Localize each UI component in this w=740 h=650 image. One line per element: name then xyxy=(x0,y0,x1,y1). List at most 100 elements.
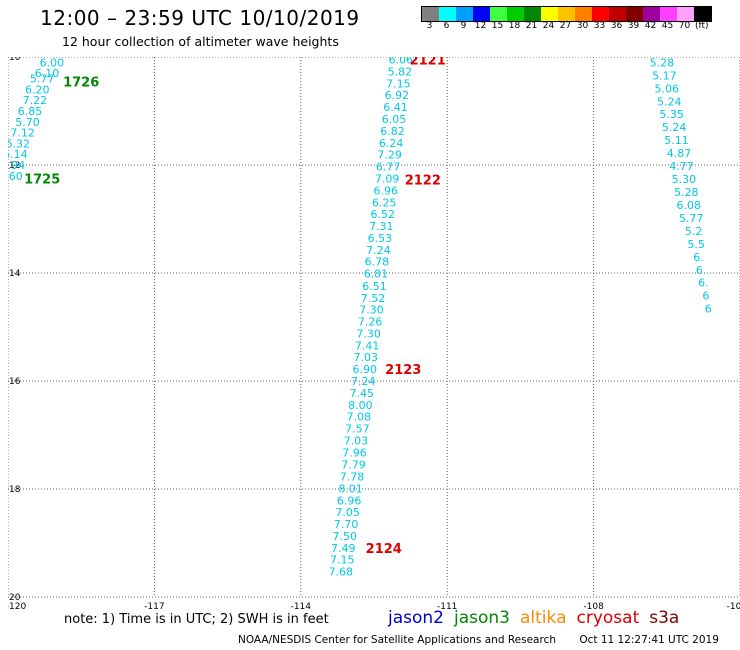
legend-label: 33 xyxy=(593,21,606,31)
wave-height-value: 5.24 xyxy=(657,95,682,108)
satellite-jason3: jason3 xyxy=(454,608,510,628)
wave-height-value: 7.12 xyxy=(10,127,34,140)
legend-swatch xyxy=(677,7,694,21)
legend-swatch xyxy=(439,7,456,21)
satellite-s3a: s3a xyxy=(649,608,680,628)
lat-tick-label: 16 xyxy=(9,377,21,387)
pass-time-label: 1726 xyxy=(63,75,99,90)
wave-height-value: 7.24 xyxy=(351,375,376,388)
wave-height-value: 7.57 xyxy=(345,423,370,436)
satellite-legend: jason2 jason3 altika cryosat s3a xyxy=(388,608,689,628)
legend-swatch xyxy=(541,7,558,21)
wave-height-value: 6.85 xyxy=(18,105,43,118)
pass-time-label: 2123 xyxy=(385,363,421,378)
pass-time-label: 2121 xyxy=(410,57,446,69)
pass-time-label: 2124 xyxy=(366,542,402,557)
legend-label: 12 xyxy=(474,21,487,31)
color-scale-labels: 3 6 9 12 15 18 21 24 27 30 33 36 39 42 45 70 (ft) xyxy=(421,21,709,31)
wave-height-value: 6 xyxy=(702,290,709,303)
legend-label: 18 xyxy=(508,21,521,31)
page-subtitle: 12 hour collection of altimeter wave hei… xyxy=(62,34,339,49)
wave-height-value: 5.17 xyxy=(652,69,677,82)
legend-label: 27 xyxy=(559,21,572,31)
wave-height-value: 7.08 xyxy=(347,411,372,424)
wave-height-value: 6.41 xyxy=(383,101,408,114)
wave-height-value: 7.96 xyxy=(342,446,367,459)
wave-height-value: 7.41 xyxy=(355,339,380,352)
lat-tick-label: 20 xyxy=(9,593,21,603)
wave-height-value: 7.05 xyxy=(335,506,360,519)
wave-height-value: 5.24 xyxy=(662,121,687,134)
wave-height-value: 6.14 xyxy=(8,148,28,161)
legend-label: 42 xyxy=(644,21,657,31)
wave-height-value: 6.00 xyxy=(40,57,65,69)
wave-height-value: 5.2 xyxy=(685,225,703,238)
lon-tick-label: -10 xyxy=(727,602,740,612)
satellite-jason2: jason2 xyxy=(388,608,444,628)
wave-height-value: 6.52 xyxy=(371,208,396,221)
wave-height-value: 5.30 xyxy=(672,173,697,186)
wave-height-value: 5.70 xyxy=(15,116,40,129)
wave-height-value: 6 xyxy=(705,303,712,316)
wave-height-value: 6. xyxy=(693,251,704,264)
legend-label: 21 xyxy=(525,21,538,31)
wave-height-value: 6.81 xyxy=(364,268,389,281)
wave-height-value: 5.77 xyxy=(30,73,55,86)
pass-time-label: 1725 xyxy=(24,173,60,188)
wave-height-value: 6.51 xyxy=(362,280,387,293)
wave-height-value: 7.78 xyxy=(340,471,365,484)
wave-height-value: 8.01 xyxy=(338,482,363,495)
legend-label: 45 xyxy=(661,21,674,31)
wave-height-value: 7.09 xyxy=(375,173,400,186)
wave-height-value: 7.15 xyxy=(386,77,411,90)
wave-height-value: 7.45 xyxy=(350,387,375,400)
pass-time-label: 2122 xyxy=(405,174,441,189)
wave-height-value: 6.92 xyxy=(385,89,410,102)
lat-tick-label: 18 xyxy=(9,485,21,495)
satellite-altika: altika xyxy=(520,608,567,628)
legend-swatch xyxy=(694,7,711,21)
wave-height-value: 7.15 xyxy=(330,554,355,567)
legend-swatch xyxy=(660,7,677,21)
wave-height-value: 5.77 xyxy=(679,212,704,225)
footer: NOAA/NESDIS Center for Satellite Applica… xyxy=(238,634,719,646)
legend-label: 36 xyxy=(610,21,623,31)
footer-credit: NOAA/NESDIS Center for Satellite Applica… xyxy=(238,634,556,646)
page-title: 12:00 – 23:59 UTC 10/10/2019 xyxy=(40,6,360,30)
legend-swatch xyxy=(422,7,439,21)
legend-label: 15 xyxy=(491,21,504,31)
lat-tick-label: 12 xyxy=(9,161,20,171)
footer-timestamp: Oct 11 12:27:41 UTC 2019 xyxy=(579,634,719,646)
wave-height-value: 8.00 xyxy=(348,399,373,412)
legend-swatch xyxy=(575,7,592,21)
wave-height-value: 7.68 xyxy=(329,566,354,579)
wave-height-value: 7.79 xyxy=(341,459,366,472)
wave-height-value: 6.20 xyxy=(25,83,50,96)
wave-height-value: 6.06 xyxy=(389,57,414,67)
wave-height-value: 4.77 xyxy=(669,160,694,173)
wave-height-value: 6.53 xyxy=(368,232,393,245)
wave-height-value: 6.77 xyxy=(376,161,401,174)
wave-height-value: 6.32 xyxy=(8,137,30,150)
wave-height-value: 6.96 xyxy=(337,494,362,507)
wave-height-value: 7.29 xyxy=(377,149,402,162)
lon-tick-label: -117 xyxy=(144,602,164,612)
lon-tick-label: -108 xyxy=(583,602,604,612)
legend-swatch xyxy=(490,7,507,21)
wave-height-value: 6.60 xyxy=(8,170,23,183)
wave-height-value: 7.26 xyxy=(358,316,383,329)
wave-height-value: 7.22 xyxy=(23,94,48,107)
lat-tick-label: 10 xyxy=(9,57,21,63)
color-scale-legend xyxy=(421,6,712,22)
legend-label: 9 xyxy=(460,21,467,31)
wave-height-value: 6.10 xyxy=(35,67,60,80)
wave-height-value: 7.52 xyxy=(361,292,386,305)
legend-label: 70 xyxy=(678,21,691,31)
wave-height-value: 7.70 xyxy=(334,518,359,531)
wave-height-value: 5.35 xyxy=(659,108,684,121)
legend-swatch xyxy=(558,7,575,21)
wave-height-value: 5.94 xyxy=(8,159,25,172)
satellite-cryosat: cryosat xyxy=(576,608,640,628)
wave-height-value: 6. xyxy=(696,264,707,277)
legend-label: 24 xyxy=(542,21,555,31)
